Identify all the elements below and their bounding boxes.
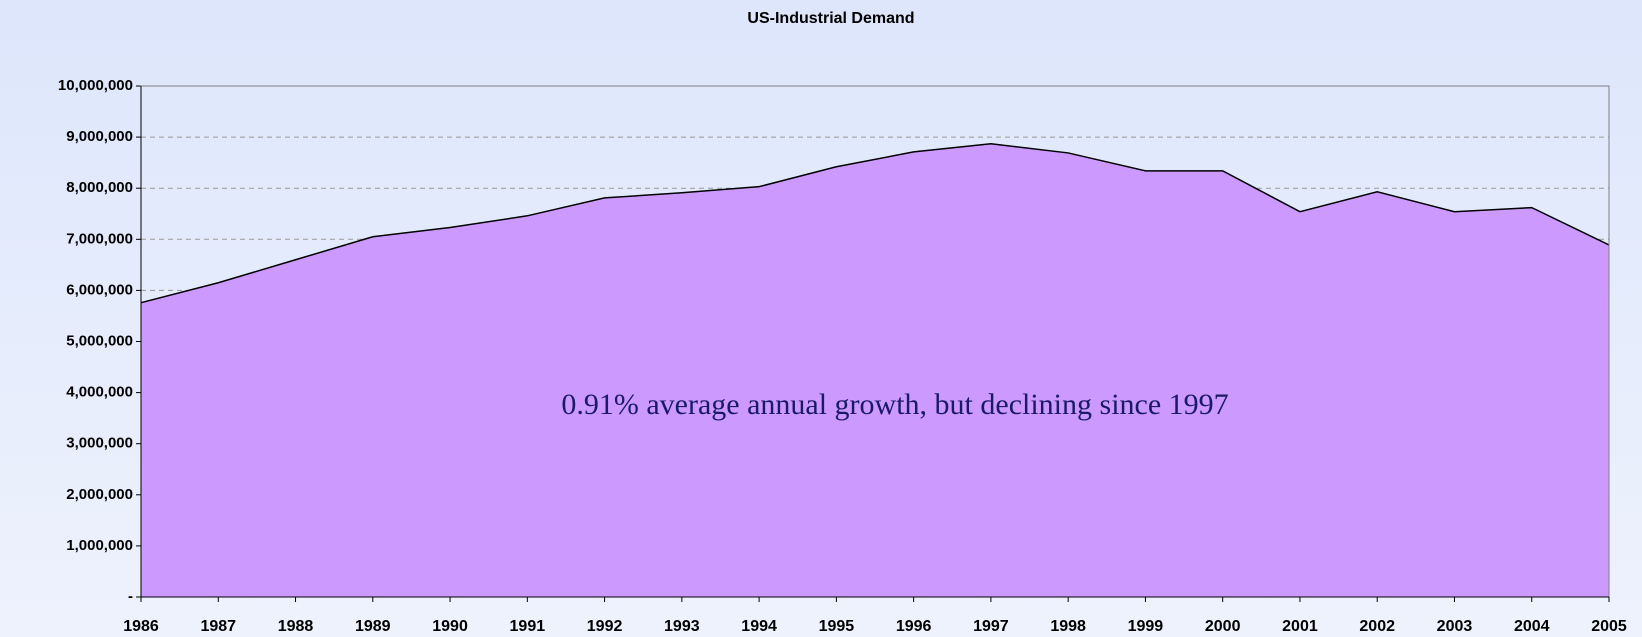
x-tick-label: 1991	[510, 618, 546, 635]
x-tick-label: 1989	[355, 618, 391, 635]
chart-title: US-Industrial Demand	[747, 10, 914, 27]
x-tick-label: 1987	[200, 618, 236, 635]
x-tick-label: 2002	[1359, 618, 1395, 635]
x-tick-label: 2001	[1282, 618, 1318, 635]
x-tick-label: 1996	[896, 618, 932, 635]
x-tick-label: 2004	[1514, 618, 1550, 635]
area-line	[140, 142, 1610, 304]
x-tick-label: 1990	[432, 618, 468, 635]
x-tick-label: 1995	[819, 618, 855, 635]
x-tick-label: 1994	[741, 618, 777, 635]
y-tick-label: -	[128, 588, 133, 605]
x-tick-label: 1986	[123, 618, 159, 635]
x-tick-label: 1988	[278, 618, 314, 635]
y-tick-label: 4,000,000	[66, 384, 133, 401]
x-tick-label: 1993	[664, 618, 700, 635]
x-tick-label: 1999	[1128, 618, 1164, 635]
y-tick-label: 2,000,000	[66, 486, 133, 503]
y-tick-label: 10,000,000	[58, 77, 133, 94]
y-tick-label: 5,000,000	[66, 332, 133, 349]
x-tick-label: 1998	[1050, 618, 1086, 635]
x-tick-label: 2003	[1437, 618, 1473, 635]
y-tick-label: 8,000,000	[66, 179, 133, 196]
y-tick-label: 6,000,000	[66, 281, 133, 298]
x-tick-label: 2000	[1205, 618, 1241, 635]
x-tick-label: 1992	[587, 618, 623, 635]
x-tick-label: 1997	[973, 618, 1009, 635]
plot-area: - 1,000,000 2,000,000 3,000,000 4,000,000 5,0…	[58, 77, 1627, 635]
y-tick-label: 1,000,000	[66, 537, 133, 554]
y-tick-label: 7,000,000	[66, 230, 133, 247]
y-tick-label: 9,000,000	[66, 128, 133, 145]
annotation: 0.91% average annual growth, but declini…	[561, 388, 1228, 421]
x-tick-label: 2005	[1591, 618, 1627, 635]
y-tick-label: 3,000,000	[66, 435, 133, 452]
area	[141, 143, 1609, 598]
